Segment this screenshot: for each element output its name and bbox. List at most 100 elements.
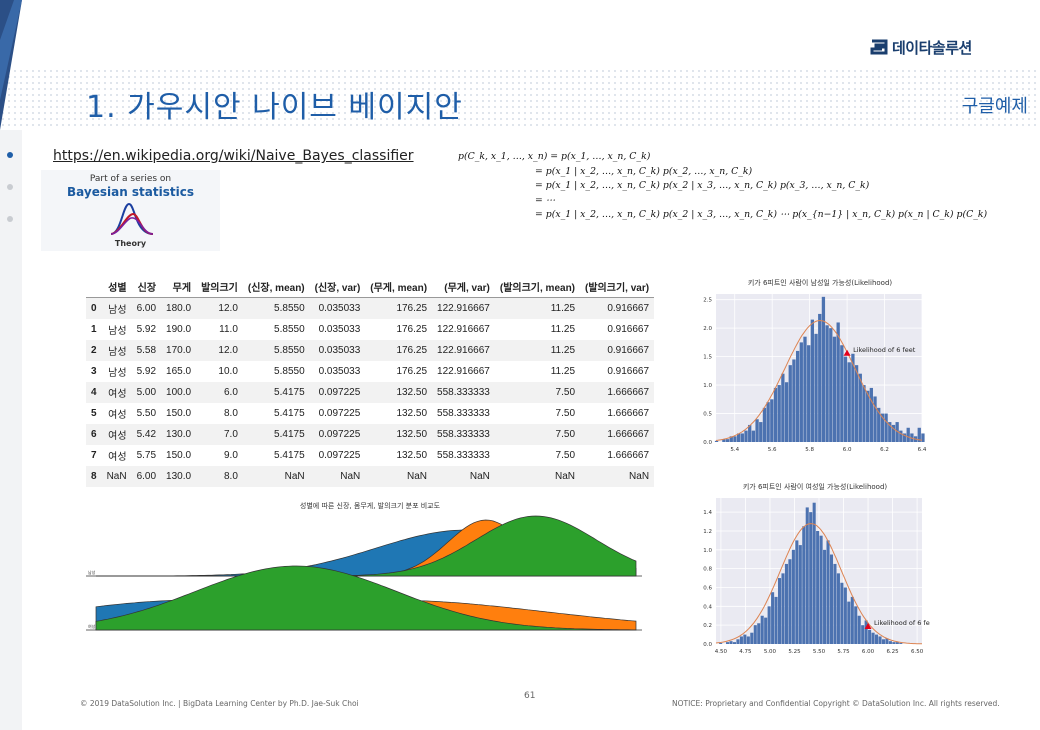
table-cell: 558.333333 (437, 450, 490, 461)
histogram-bar (726, 642, 730, 644)
likelihood-marker (864, 623, 872, 630)
y-tick-label: 0.2 (703, 623, 712, 629)
histogram-bar (809, 512, 813, 644)
table-cell: 0.035033 (309, 340, 366, 361)
histogram-bar (759, 422, 763, 442)
density-area-s3 (96, 515, 637, 577)
table-cell: NaN (432, 466, 495, 487)
table-cell: 8.0 (196, 466, 243, 487)
table-cell: 12.0 (196, 340, 243, 361)
histogram-bar (891, 424, 896, 442)
table-header-cell: 성별 (101, 276, 132, 298)
x-tick-label: 4.75 (739, 649, 752, 655)
table-cell: 5.4175 (242, 424, 310, 445)
y-tick-label: 0.4 (703, 604, 712, 610)
table-cell: 5.4175 (274, 450, 305, 461)
histogram-bar (766, 402, 770, 442)
table-header-cell: (무게, var) (432, 276, 495, 298)
table-cell: 0.035033 (309, 297, 366, 319)
histogram-bar (771, 592, 775, 644)
histogram-bar (823, 549, 827, 644)
x-tick-label: 5.6 (768, 447, 777, 453)
table-header-cell: 발의크기 (196, 276, 243, 298)
nav-dot-active[interactable] (7, 152, 13, 158)
table-cell: 9.0 (223, 450, 238, 461)
table-cell: 190.0 (166, 324, 192, 335)
table-cell: 0.916667 (607, 366, 650, 377)
histogram-bar (862, 385, 866, 442)
histogram-bar (725, 439, 730, 442)
table-cell: 남성 (101, 297, 132, 319)
male-likelihood-histogram: 0.0 0.5 1.0 1.5 2.0 2.5 5.4 5.6 5.8 6.0 6.2 6.4 Like… (703, 294, 927, 453)
histogram-bar (816, 530, 820, 644)
histogram-bar (755, 419, 759, 442)
formula-line: = p(x_1 | x_2, …, x_n, C_k) p(x_2, …, x_… (535, 165, 753, 177)
histogram-bar (877, 407, 881, 442)
histogram-bar (736, 433, 741, 442)
x-tick-label: 6.0 (843, 447, 852, 453)
x-tick-label: 5.50 (813, 649, 826, 655)
histogram-bar (805, 507, 809, 644)
histogram-bar (840, 345, 844, 442)
table-cell: 5.50 (136, 408, 157, 419)
table-cell: 6.00 (131, 297, 162, 319)
logo-text: 데이타솔루션 (892, 38, 972, 57)
formula-line: = p(x_1 | x_2, …, x_n, C_k) p(x_2 | x_3,… (535, 180, 870, 191)
table-row: 8 NaN 6.00 130.0 8.0 NaN NaN NaN NaN NaN NaN (86, 466, 655, 487)
nav-dot[interactable] (7, 184, 13, 190)
histogram-bar (802, 526, 806, 644)
row-label: 여성 (88, 623, 96, 629)
histogram-bar (819, 535, 823, 644)
marker-label: Likelihood of 6 feet (874, 619, 930, 627)
histogram-bar (795, 540, 799, 644)
nav-dot[interactable] (7, 216, 13, 222)
histogram-bar (833, 563, 837, 644)
histogram-bar (773, 387, 778, 442)
table-cell: 170.0 (161, 340, 197, 361)
histogram-bar (767, 606, 771, 644)
histogram-bar (888, 422, 892, 442)
likelihood-marker (843, 349, 851, 356)
table-cell: 8.0 (223, 408, 238, 419)
table-cell: 150.0 (166, 450, 192, 461)
x-tick-label: 5.25 (788, 649, 801, 655)
dataframe-table: 성별 신장 무게 발의크기 (신장, mean) (신장, var) (무게, mean)(… (86, 276, 655, 487)
formula-line: = p(x_1 | x_2, …, x_n, C_k) p(x_2 | x_3,… (535, 209, 988, 220)
histogram-bar (858, 373, 862, 442)
table-header-cell: (발의크기, var) (580, 276, 655, 298)
x-tick-label: 6.25 (886, 649, 899, 655)
table-cell: 11.25 (494, 297, 581, 319)
table-row: 7 여성 5.75 150.0 9.0 5.4175 0.097225 132.50 558.3… (86, 445, 654, 466)
histogram-bar (784, 563, 788, 644)
histogram-bar (764, 617, 768, 644)
table-cell: 6.0 (196, 382, 243, 403)
histogram-bar (885, 638, 889, 644)
table-cell: 5 (91, 408, 97, 419)
table-cell: 5.8550 (274, 366, 305, 377)
gaussian-curve (715, 320, 923, 441)
table-cell: 122.916667 (437, 366, 490, 377)
histogram-bar (751, 430, 756, 442)
histogram-bar (781, 373, 785, 442)
table-cell: 122.916667 (432, 340, 495, 361)
histogram-bar (884, 413, 888, 442)
histogram-bar (899, 430, 903, 442)
table-cell: 176.25 (365, 297, 433, 319)
table-cell: 0.916667 (580, 340, 655, 361)
dotted-header-band (0, 68, 1040, 130)
histogram-bar (739, 636, 743, 644)
table-cell: 0 (86, 297, 102, 319)
female-likelihood-histogram: 0.0 0.2 0.4 0.6 0.8 1.0 1.2 1.4 4.50 4.75 5.00 5.25… (703, 498, 930, 655)
histogram-bar (875, 634, 879, 644)
histogram-bar (880, 413, 885, 442)
table-cell: 5.8550 (242, 297, 310, 319)
histogram-bar (892, 642, 896, 644)
wikipedia-link[interactable]: https://en.wikipedia.org/wiki/Naive_Baye… (53, 148, 414, 164)
table-header-cell: 무게 (161, 276, 197, 298)
table-cell: NaN (580, 466, 655, 487)
histogram-bar (743, 634, 747, 644)
y-tick-label: 1.5 (703, 355, 712, 361)
histogram-bar (843, 587, 847, 644)
table-cell: 558.333333 (432, 382, 495, 403)
